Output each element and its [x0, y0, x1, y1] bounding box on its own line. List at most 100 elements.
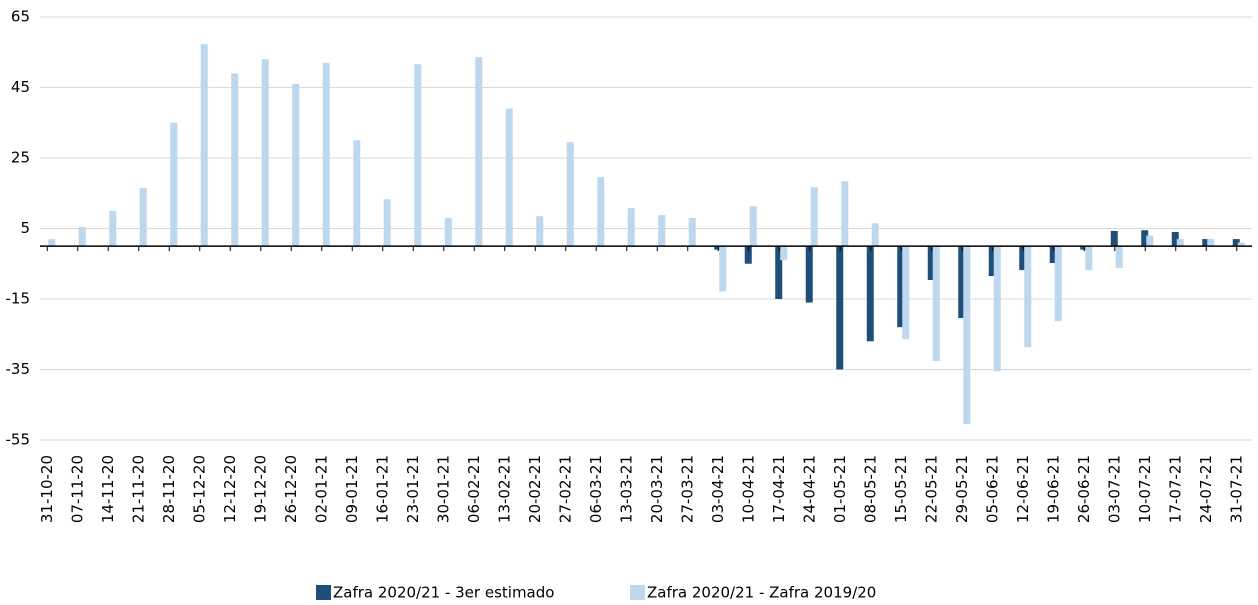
bar: [383, 199, 391, 247]
y-tick-label: 5: [20, 219, 30, 237]
bar: [170, 122, 178, 247]
bar: [1202, 239, 1210, 247]
bar: [322, 62, 330, 247]
bar: [932, 246, 940, 362]
x-tick-label: 10-04-21: [739, 455, 757, 523]
x-tick-label: 19-12-20: [251, 455, 269, 523]
x-tick-label: 01-05-21: [831, 455, 849, 523]
bar: [475, 57, 483, 247]
bar: [292, 83, 300, 247]
bar: [993, 246, 1001, 372]
bar: [658, 215, 666, 247]
bar: [536, 216, 544, 247]
x-tick-label: 26-12-20: [282, 455, 300, 523]
x-tick-label: 27-02-21: [556, 455, 574, 523]
x-tick-label: 03-04-21: [709, 455, 727, 523]
x-tick-label: 29-05-21: [953, 455, 971, 523]
bar: [1085, 246, 1093, 271]
bar: [775, 246, 783, 299]
x-tick-label: 05-12-20: [190, 455, 208, 523]
x-tick-label: 30-01-21: [434, 455, 452, 523]
x-tick-label: 06-03-21: [587, 455, 605, 523]
bar: [988, 246, 996, 277]
bar: [749, 206, 757, 247]
bar: [109, 210, 117, 247]
x-tick-label: 20-02-21: [526, 455, 544, 523]
x-tick-label: 10-07-21: [1136, 455, 1154, 523]
bar: [505, 108, 513, 247]
y-tick-label: 25: [11, 149, 30, 167]
x-tick-label: 12-06-21: [1014, 455, 1032, 523]
x-tick-label: 07-11-20: [68, 455, 86, 523]
bar: [836, 246, 844, 370]
bar: [1054, 246, 1062, 322]
x-tick-label: 06-02-21: [465, 455, 483, 523]
x-tick-label: 26-06-21: [1075, 455, 1093, 523]
bar: [1176, 239, 1184, 247]
bar: [414, 64, 422, 247]
bar: [1024, 246, 1032, 348]
x-tick-label: 22-05-21: [922, 455, 940, 523]
x-tick-label: 31-07-21: [1227, 455, 1245, 523]
y-tick-label: -55: [6, 431, 31, 449]
bar: [963, 246, 971, 425]
bar: [780, 246, 788, 261]
x-tick-label: 14-11-20: [99, 455, 117, 523]
x-tick-label: 16-01-21: [373, 455, 391, 523]
bar: [231, 73, 239, 247]
bar: [719, 246, 727, 292]
x-tick-label: 13-03-21: [617, 455, 635, 523]
x-tick-label: 27-03-21: [678, 455, 696, 523]
bar: [1110, 230, 1118, 247]
bar: [871, 223, 879, 247]
bar: [744, 246, 752, 264]
x-tick-label: 08-05-21: [861, 455, 879, 523]
bar: [566, 142, 574, 247]
x-tick-label: 05-06-21: [983, 455, 1001, 523]
bar: [1207, 239, 1215, 247]
legend-label: Zafra 2020/21 - Zafra 2019/20: [647, 584, 876, 602]
bar: [1171, 232, 1179, 247]
x-tick-label: 12-12-20: [221, 455, 239, 523]
bar: [139, 187, 147, 247]
x-tick-label: 20-03-21: [648, 455, 666, 523]
x-tick-label: 13-02-21: [495, 455, 513, 523]
x-tick-label: 23-01-21: [404, 455, 422, 523]
bar: [1019, 246, 1027, 271]
legend-label: Zafra 2020/21 - 3er estimado: [333, 584, 554, 602]
bar: [866, 246, 874, 342]
y-tick-label: 45: [11, 78, 30, 96]
y-tick-label: -15: [6, 290, 31, 308]
bar: [444, 217, 452, 247]
legend-swatch: [630, 585, 645, 600]
bar: [897, 246, 905, 328]
x-tick-label: 09-01-21: [343, 455, 361, 523]
bar: [958, 246, 966, 319]
x-tick-label: 19-06-21: [1044, 455, 1062, 523]
bar: [261, 59, 269, 247]
bar: [810, 187, 818, 247]
bar: [1141, 230, 1149, 247]
bar: [200, 44, 208, 247]
bar: [1115, 246, 1123, 268]
bar: [1049, 246, 1057, 264]
bar: [1146, 235, 1154, 247]
x-tick-label: 03-07-21: [1105, 455, 1123, 523]
bar: [48, 239, 56, 247]
bar: [1237, 242, 1245, 247]
bar: [1232, 239, 1240, 247]
x-tick-label: 17-04-21: [770, 455, 788, 523]
bar: [805, 246, 813, 303]
legend-swatch: [316, 585, 331, 600]
x-tick-label: 02-01-21: [312, 455, 330, 523]
x-tick-label: 24-07-21: [1197, 455, 1215, 523]
x-tick-label: 17-07-21: [1166, 455, 1184, 523]
bar: [841, 181, 849, 247]
bar: [688, 217, 696, 247]
bar: [353, 140, 361, 247]
x-tick-label: 21-11-20: [129, 455, 147, 523]
bar: [927, 246, 935, 280]
x-tick-label: 15-05-21: [892, 455, 910, 523]
bar: [902, 246, 910, 340]
